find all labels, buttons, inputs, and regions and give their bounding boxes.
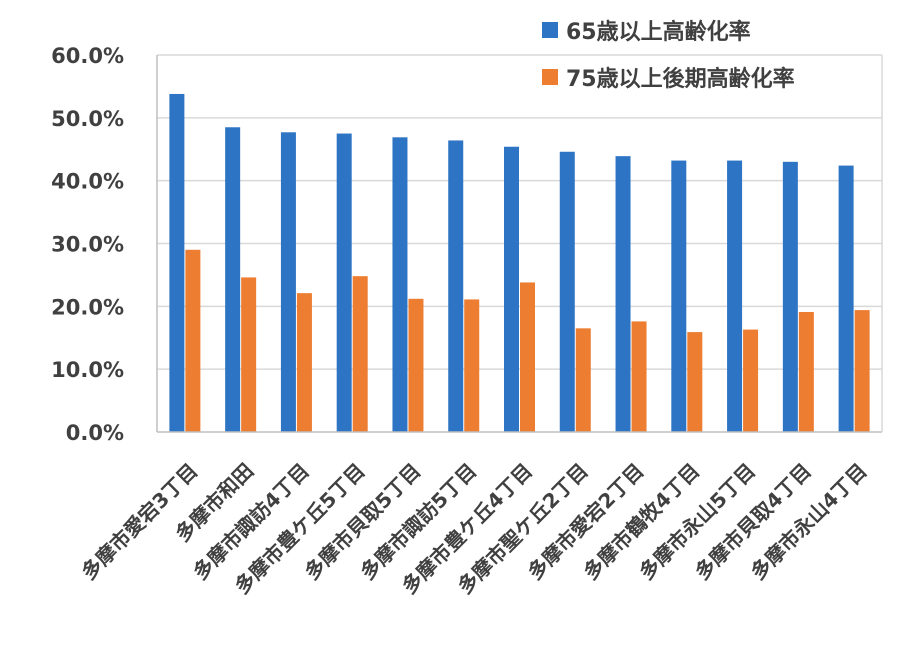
bar-75-plus — [687, 332, 703, 432]
bar-75-plus — [743, 329, 759, 432]
bar-65-plus — [782, 161, 798, 433]
legend-label-65-plus: 65歳以上高齢化率 — [566, 19, 751, 45]
bar-65-plus — [336, 133, 352, 432]
y-tick-label: 20.0% — [51, 295, 124, 319]
bar-65-plus — [559, 151, 575, 432]
legend-swatch-75-plus — [542, 69, 558, 85]
bar-75-plus — [185, 249, 201, 432]
gridlines — [157, 54, 882, 370]
legend-label-75-plus: 75歳以上後期高齢化率 — [566, 66, 795, 92]
y-tick-label: 10.0% — [51, 358, 124, 382]
bar-65-plus — [169, 93, 185, 432]
bar-75-plus — [631, 321, 647, 432]
bars — [169, 93, 870, 433]
bar-75-plus — [464, 299, 480, 432]
bar-65-plus — [838, 165, 854, 432]
y-tick-labels: 0.0% 10.0% 20.0% 30.0% 40.0% 50.0% 60.0% — [51, 44, 124, 445]
bar-75-plus — [520, 282, 535, 432]
bar-65-plus — [615, 156, 631, 432]
axes — [156, 55, 883, 433]
bar-75-plus — [352, 276, 368, 432]
bar-65-plus — [225, 127, 241, 432]
bar-65-plus — [504, 146, 519, 432]
y-tick-label: 50.0% — [51, 107, 124, 131]
bar-65-plus — [280, 132, 296, 432]
y-tick-label: 30.0% — [51, 233, 124, 257]
bar-65-plus — [727, 160, 743, 432]
y-tick-label: 60.0% — [51, 44, 124, 68]
bar-65-plus — [392, 137, 408, 433]
legend: 65歳以上高齢化率 75歳以上後期高齢化率 — [542, 19, 795, 92]
bar-65-plus — [671, 160, 687, 432]
y-tick-label: 0.0% — [66, 421, 124, 445]
bar-75-plus — [408, 298, 424, 432]
bar-75-plus — [575, 328, 591, 432]
bar-75-plus — [296, 293, 312, 432]
bar-65-plus — [448, 140, 464, 432]
bar-75-plus — [854, 310, 870, 432]
bar-75-plus — [241, 277, 257, 432]
bar-75-plus — [798, 311, 814, 432]
legend-swatch-65-plus — [542, 22, 558, 38]
y-tick-label: 40.0% — [51, 170, 124, 194]
category-labels: 多摩市愛宕3丁目多摩市和田多摩市諏訪4丁目多摩市豊ケ丘5丁目多摩市貝取5丁目多摩… — [77, 459, 872, 599]
